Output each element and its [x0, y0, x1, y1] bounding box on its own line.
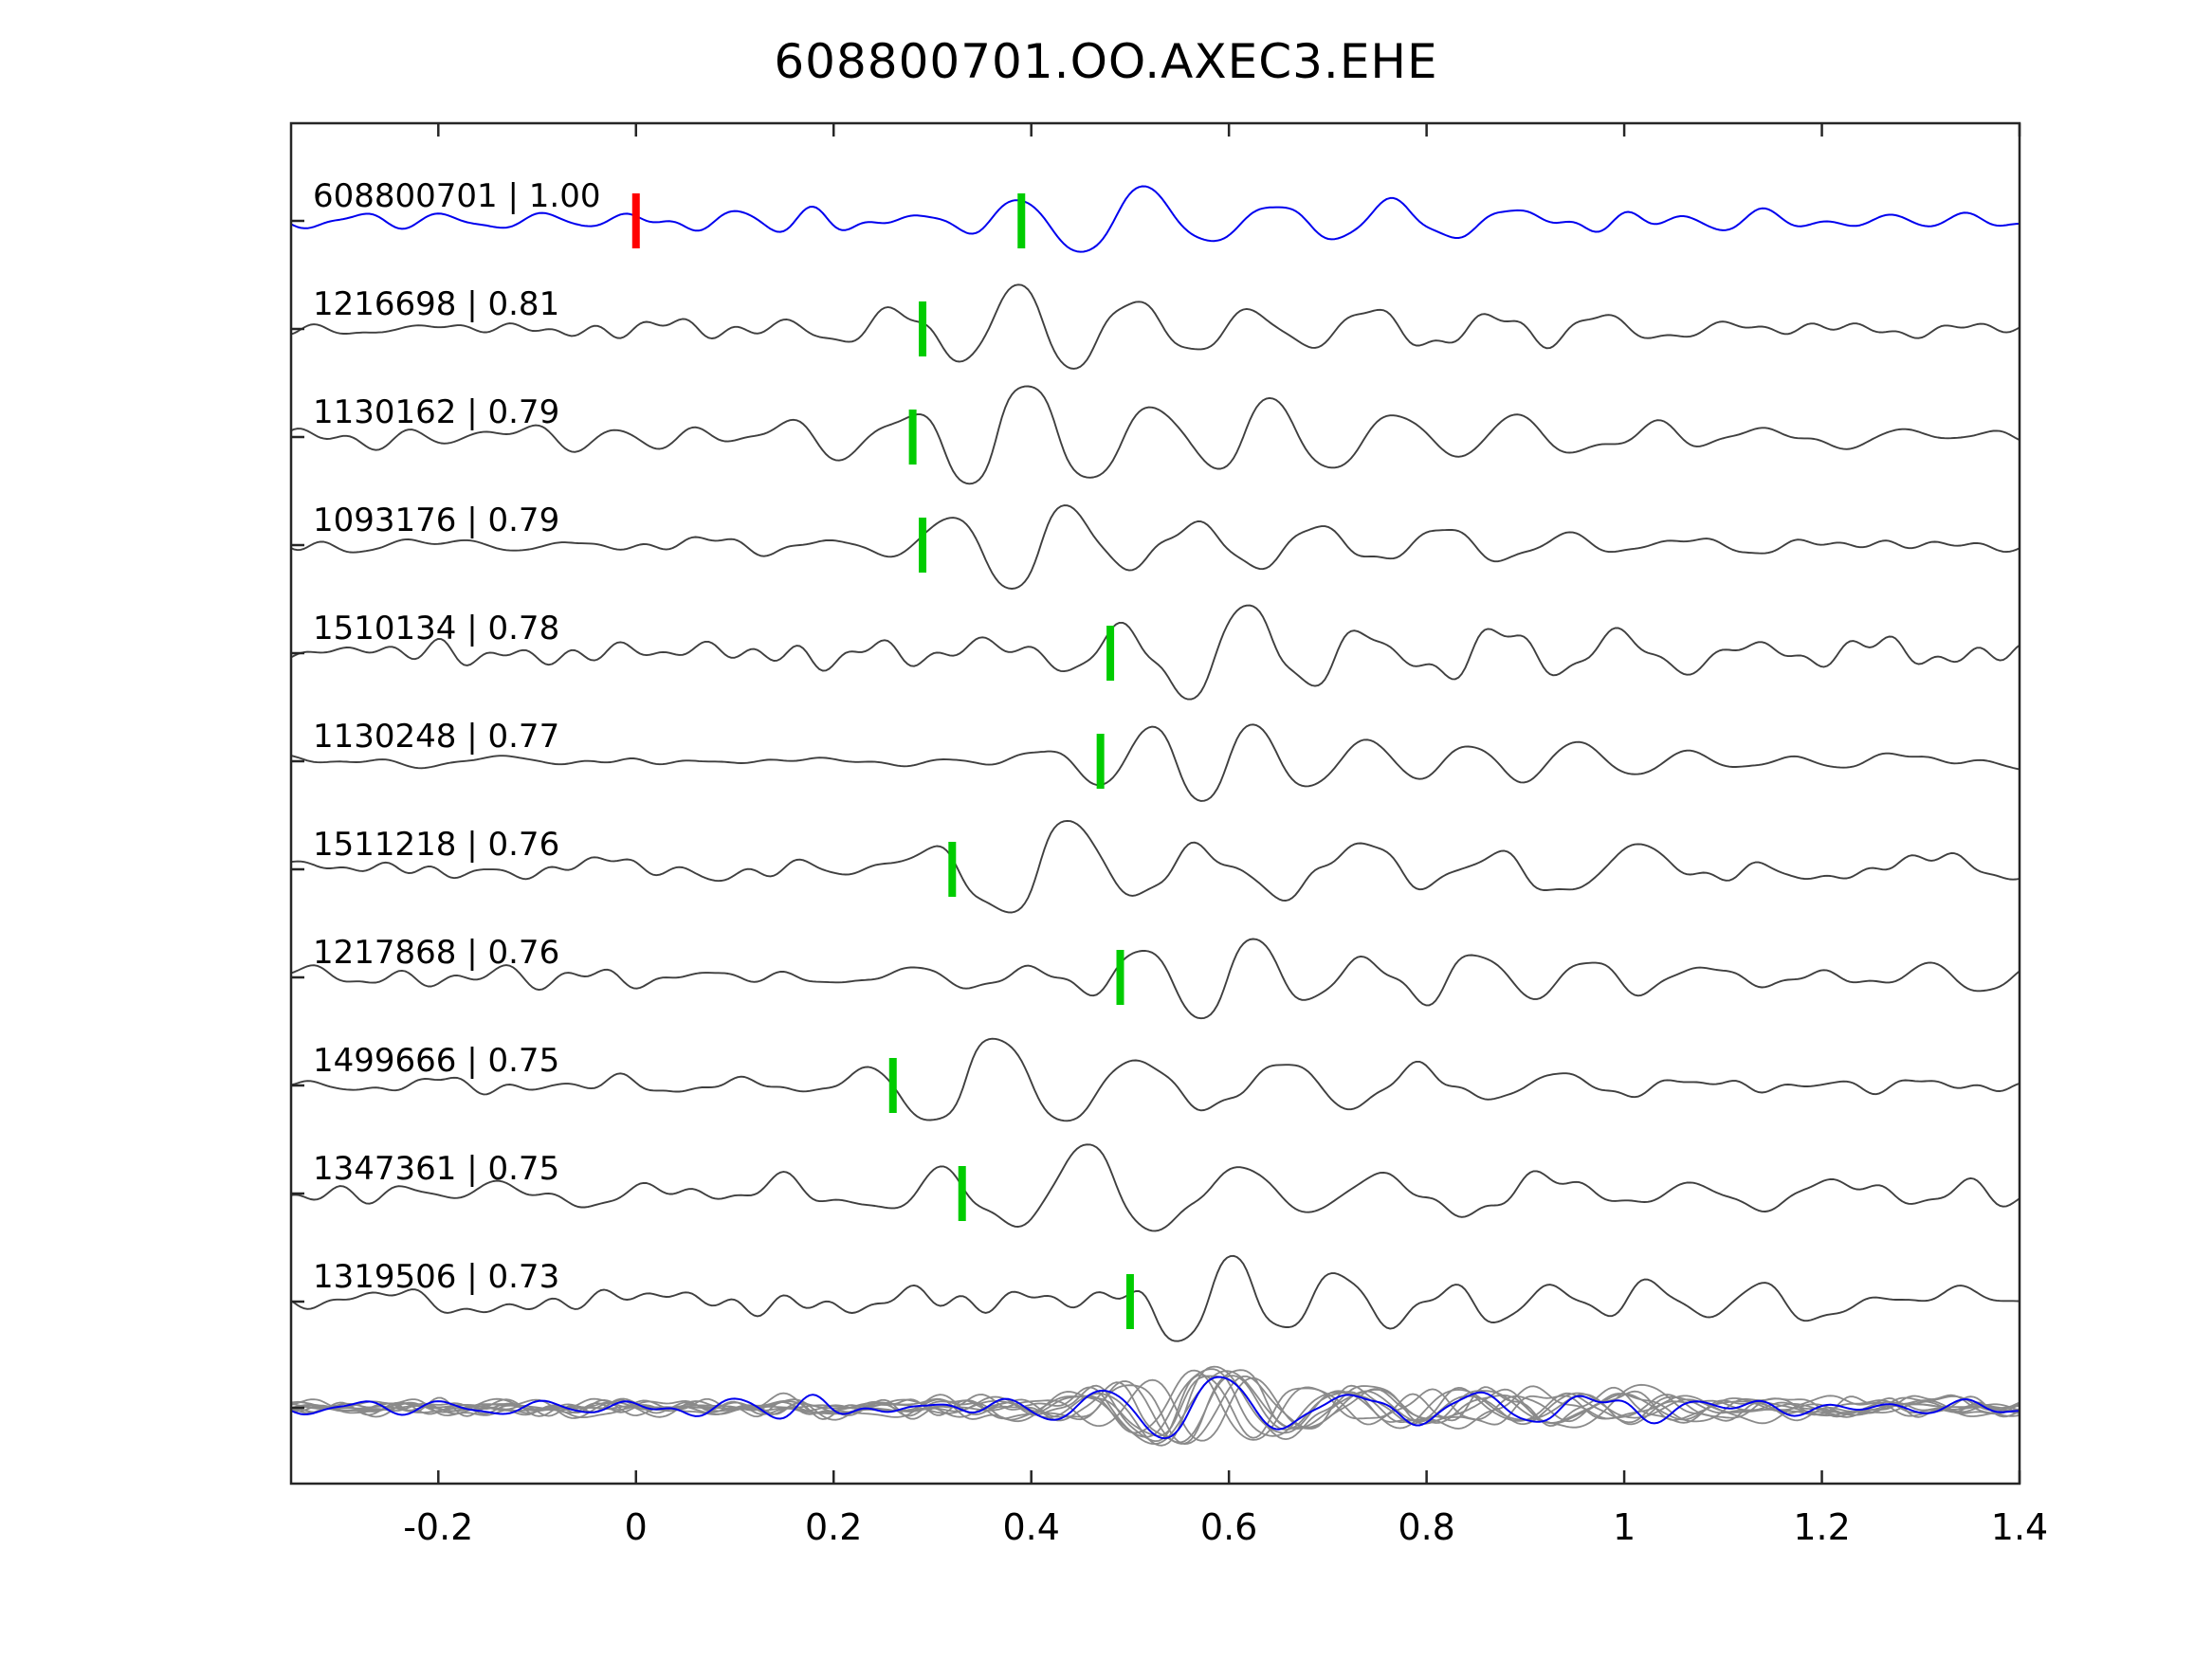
trace-label: 1511218 | 0.76	[313, 826, 559, 864]
x-tick-label: 0.2	[805, 1506, 862, 1548]
trace-label: 1217868 | 0.76	[313, 934, 559, 972]
trace-label: 1130162 | 0.79	[313, 393, 559, 431]
trace-label: 1347361 | 0.75	[313, 1150, 559, 1188]
trace-label: 1216698 | 0.81	[313, 285, 559, 323]
trace-label: 608800701 | 1.00	[313, 177, 600, 215]
x-tick-label: 1.2	[1793, 1506, 1850, 1548]
detection-trace	[291, 938, 2020, 1020]
trace-label: 1093176 | 0.79	[313, 501, 559, 539]
trace-label: 1319506 | 0.73	[313, 1258, 559, 1296]
detection-trace	[291, 385, 2020, 485]
trace-label: 1130248 | 0.77	[313, 718, 559, 756]
overlay-trace	[291, 1370, 2020, 1445]
trace-label: 1499666 | 0.75	[313, 1042, 559, 1080]
detection-trace	[291, 1143, 2020, 1232]
chart-title: 608800701.OO.AXEC3.EHE	[774, 34, 1438, 89]
x-tick-label: 1.4	[1991, 1506, 2048, 1548]
plot-border	[289, 121, 2021, 1486]
detection-trace	[291, 504, 2020, 590]
overlay-trace	[291, 1375, 2020, 1444]
overlay-trace	[291, 1374, 2020, 1443]
detection-trace	[291, 283, 2020, 370]
x-tick-label: 0.8	[1398, 1506, 1454, 1548]
x-tick-label: 0.6	[1200, 1506, 1257, 1548]
x-tick-label: 0	[625, 1506, 648, 1548]
detection-trace	[291, 1254, 2020, 1342]
detection-trace	[291, 819, 2020, 914]
x-tick-label: 1	[1613, 1506, 1636, 1548]
template-trace	[291, 185, 2020, 253]
x-tick-label: 0.4	[1002, 1506, 1059, 1548]
x-tick-label: -0.2	[403, 1506, 473, 1548]
trace-label: 1510134 | 0.78	[313, 610, 559, 647]
detection-trace	[291, 723, 2020, 802]
detection-trace	[291, 604, 2020, 701]
detection-trace	[291, 1037, 2020, 1122]
overlay-template-trace	[291, 1376, 2020, 1440]
